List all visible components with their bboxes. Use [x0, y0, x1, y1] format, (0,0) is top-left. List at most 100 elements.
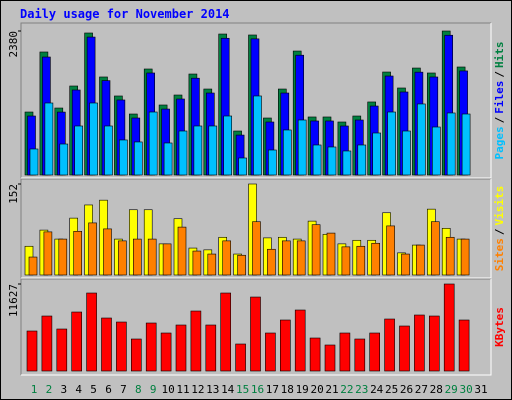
x-tick-label: 21 [325, 383, 338, 396]
bar [118, 240, 127, 276]
x-tick-label: 31 [474, 383, 487, 396]
bar [148, 111, 158, 176]
x-tick-label: 16 [251, 383, 264, 396]
y-tick-label: 152 [7, 184, 20, 204]
bar [177, 226, 187, 276]
x-tick-label: 22 [340, 383, 353, 396]
bar [71, 311, 82, 372]
bar [147, 238, 157, 276]
bar [73, 230, 82, 276]
bar [327, 146, 337, 176]
bar [387, 111, 396, 176]
bar [294, 309, 306, 372]
bar [372, 132, 382, 176]
x-tick-label: 15 [236, 383, 249, 396]
x-tick-label: 13 [206, 383, 219, 396]
bar [192, 250, 202, 276]
legend: KBytes [493, 307, 506, 347]
bar [208, 125, 218, 176]
x-tick-label: 9 [150, 383, 157, 396]
x-tick-label: 6 [105, 383, 112, 396]
y-tick-label: 11627 [7, 284, 20, 317]
bar [28, 256, 38, 276]
bar [268, 149, 277, 176]
bar [74, 125, 83, 176]
bar [86, 292, 97, 372]
bar [116, 321, 127, 372]
bar [207, 253, 217, 276]
bar [371, 242, 381, 276]
bar [354, 338, 366, 372]
x-tick-label: 11 [176, 383, 189, 396]
bar [399, 325, 410, 372]
bar [430, 221, 440, 276]
panel-bevel [21, 279, 492, 376]
bar [356, 245, 366, 276]
legend-entry: Pages [493, 126, 506, 159]
bar [253, 95, 262, 176]
bar [26, 330, 38, 372]
bar [282, 129, 292, 176]
legend-entry: Sites [493, 238, 506, 271]
bar [402, 130, 411, 176]
bar [445, 236, 455, 276]
bar [193, 125, 203, 176]
x-tick-label: 29 [445, 383, 458, 396]
legend-separator: / [493, 228, 506, 235]
legend-separator: / [493, 116, 506, 123]
bar [178, 130, 188, 176]
bar [250, 296, 261, 372]
legend-separator: / [493, 71, 506, 78]
x-tick-label: 1 [31, 383, 38, 396]
bar [237, 254, 246, 276]
x-tick-label: 10 [161, 383, 174, 396]
x-tick-label: 7 [120, 383, 127, 396]
x-tick-label: 2 [46, 383, 53, 396]
bar [220, 292, 231, 372]
bar [43, 231, 53, 276]
bar [401, 253, 410, 276]
bar [431, 126, 441, 176]
bar [342, 150, 352, 176]
bar [56, 328, 68, 372]
bar [281, 240, 291, 276]
panel-bevel [21, 23, 492, 179]
bar [461, 113, 471, 176]
legend-entry: KBytes [493, 307, 506, 347]
bar [223, 115, 232, 176]
x-tick-label: 4 [75, 383, 82, 396]
bar [414, 314, 425, 372]
bar [416, 244, 425, 276]
x-tick-label: 28 [430, 383, 443, 396]
x-tick-label: 23 [355, 383, 368, 396]
bar [103, 228, 112, 276]
bar [133, 238, 142, 276]
bar [458, 319, 470, 372]
bar [279, 319, 291, 372]
x-tick-label: 3 [60, 383, 67, 396]
bar [162, 243, 172, 276]
bar [386, 225, 395, 276]
x-tick-label: 8 [135, 383, 142, 396]
bar [265, 332, 276, 372]
bar [88, 222, 97, 276]
chart-title: Daily usage for November 2014 [20, 7, 230, 21]
x-tick-label: 26 [400, 383, 413, 396]
x-tick-label: 18 [281, 383, 294, 396]
bar [145, 322, 157, 372]
bar [339, 332, 351, 372]
bar [131, 338, 142, 372]
bar [446, 112, 456, 176]
bar [238, 157, 247, 176]
bar [163, 142, 173, 176]
bar [134, 141, 143, 176]
bar [384, 318, 395, 372]
bar [59, 143, 69, 176]
x-tick-label: 25 [385, 383, 398, 396]
bar [175, 324, 187, 372]
bar [58, 238, 68, 276]
panel-bevel [20, 178, 491, 278]
bar [41, 315, 53, 372]
bar [190, 310, 202, 372]
